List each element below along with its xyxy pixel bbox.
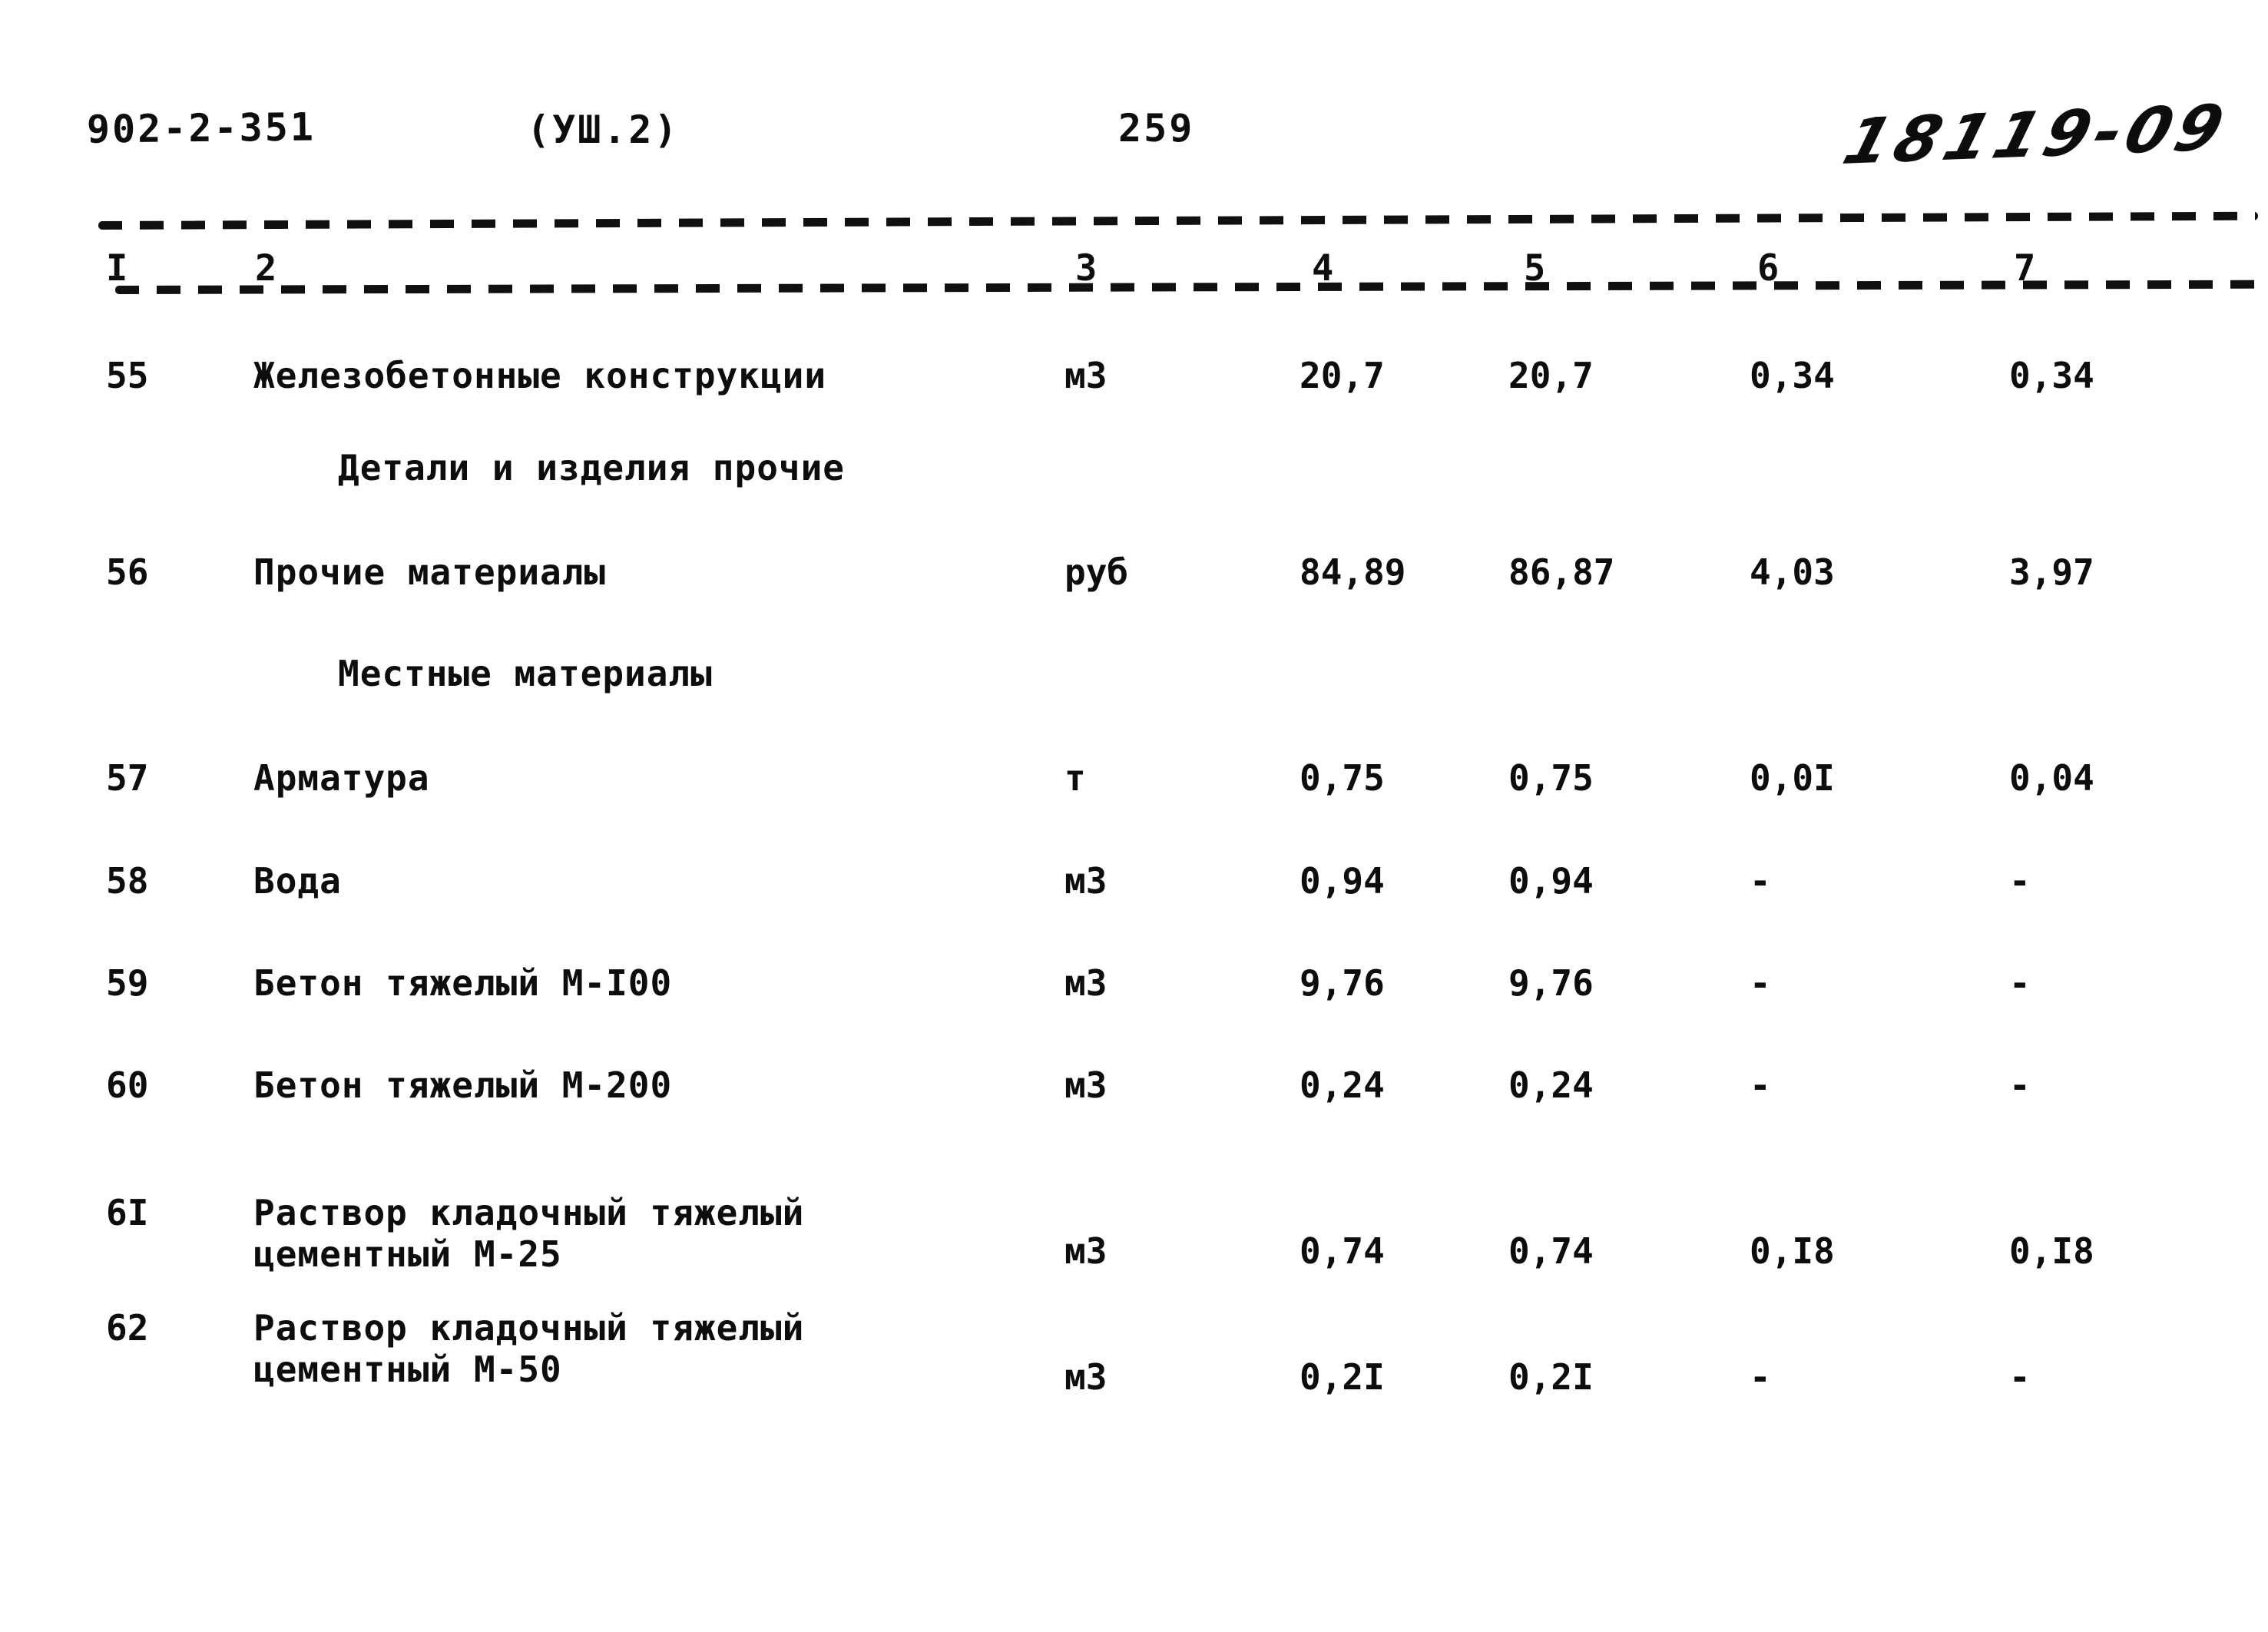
value-cell-col4: 84,89 [1300,551,1406,593]
value-cell-col4: 0,94 [1300,860,1385,902]
row-number: 57 [106,757,149,799]
value-cell-col7: 0,34 [2009,355,2094,396]
row-number: 56 [106,551,149,593]
row-number: 58 [106,860,149,902]
value-cell-col6: 0,0I [1750,757,1835,799]
subheading-label: Детали и изделия прочие [338,447,845,488]
unit-cell: т [1064,757,1086,799]
material-name: Прочие материалы [253,551,607,593]
material-name: Железобетонные конструкции [253,355,827,396]
value-cell-col5: 86,87 [1508,551,1615,593]
value-cell-col5: 20,7 [1508,355,1594,396]
value-cell-col6: - [1750,860,1771,902]
value-cell-col6: - [1750,1356,1771,1398]
value-cell-col7: - [2009,1064,2031,1106]
handwritten-mark: 18119-09 [1836,91,2237,179]
section-reference: (УШ.2) [527,108,680,152]
dashed-separator-header [114,280,2266,294]
value-cell-col5: 0,75 [1508,757,1594,799]
value-cell-col4: 9,76 [1300,962,1385,1004]
value-cell-col5: 0,74 [1508,1230,1594,1272]
material-name: Вода [253,860,342,902]
value-cell-col6: - [1750,1064,1771,1106]
unit-cell: м3 [1064,1356,1108,1398]
material-name: Раствор кладочный тяжелый цементный М-50 [253,1307,805,1390]
row-number: 6I [106,1192,149,1233]
value-cell-col4: 0,24 [1300,1064,1385,1106]
material-name: Бетон тяжелый М-I00 [253,962,673,1004]
column-header-2: 2 [255,247,277,290]
doc-number: 902-2-351 [86,104,316,152]
value-cell-col7: - [2009,1356,2031,1398]
value-cell-col7: - [2009,860,2031,902]
unit-cell: м3 [1064,1064,1108,1106]
value-cell-col7: 0,I8 [2009,1230,2094,1272]
value-cell-col4: 20,7 [1300,355,1385,396]
unit-cell: м3 [1064,962,1108,1004]
value-cell-col5: 0,94 [1508,860,1594,902]
unit-cell: м3 [1064,860,1108,902]
value-cell-col6: 4,03 [1750,551,1835,593]
unit-cell: м3 [1064,355,1108,396]
row-number: 60 [106,1064,149,1106]
material-name: Раствор кладочный тяжелый цементный М-25 [253,1192,805,1275]
value-cell-col6: 0,I8 [1750,1230,1835,1272]
material-name: Арматура [253,757,430,799]
value-cell-col5: 0,2I [1508,1356,1594,1398]
value-cell-col4: 0,2I [1300,1356,1385,1398]
value-cell-col5: 9,76 [1508,962,1594,1004]
row-number: 62 [106,1307,149,1349]
value-cell-col7: 3,97 [2009,551,2094,593]
value-cell-col7: 0,04 [2009,757,2094,799]
value-cell-col6: 0,34 [1750,355,1835,396]
unit-cell: руб [1064,551,1129,593]
row-number: 55 [106,355,149,396]
material-name: Бетон тяжелый М-200 [253,1064,673,1106]
page-number: 259 [1118,106,1195,151]
unit-cell: м3 [1064,1230,1108,1272]
value-cell-col4: 0,75 [1300,757,1385,799]
value-cell-col5: 0,24 [1508,1064,1594,1106]
dashed-separator-top [98,211,2258,230]
subheading-label: Местные материалы [338,653,713,694]
value-cell-col4: 0,74 [1300,1230,1385,1272]
row-number: 59 [106,962,149,1004]
value-cell-col7: - [2009,962,2031,1004]
value-cell-col6: - [1750,962,1771,1004]
column-header-1: I [106,247,128,290]
